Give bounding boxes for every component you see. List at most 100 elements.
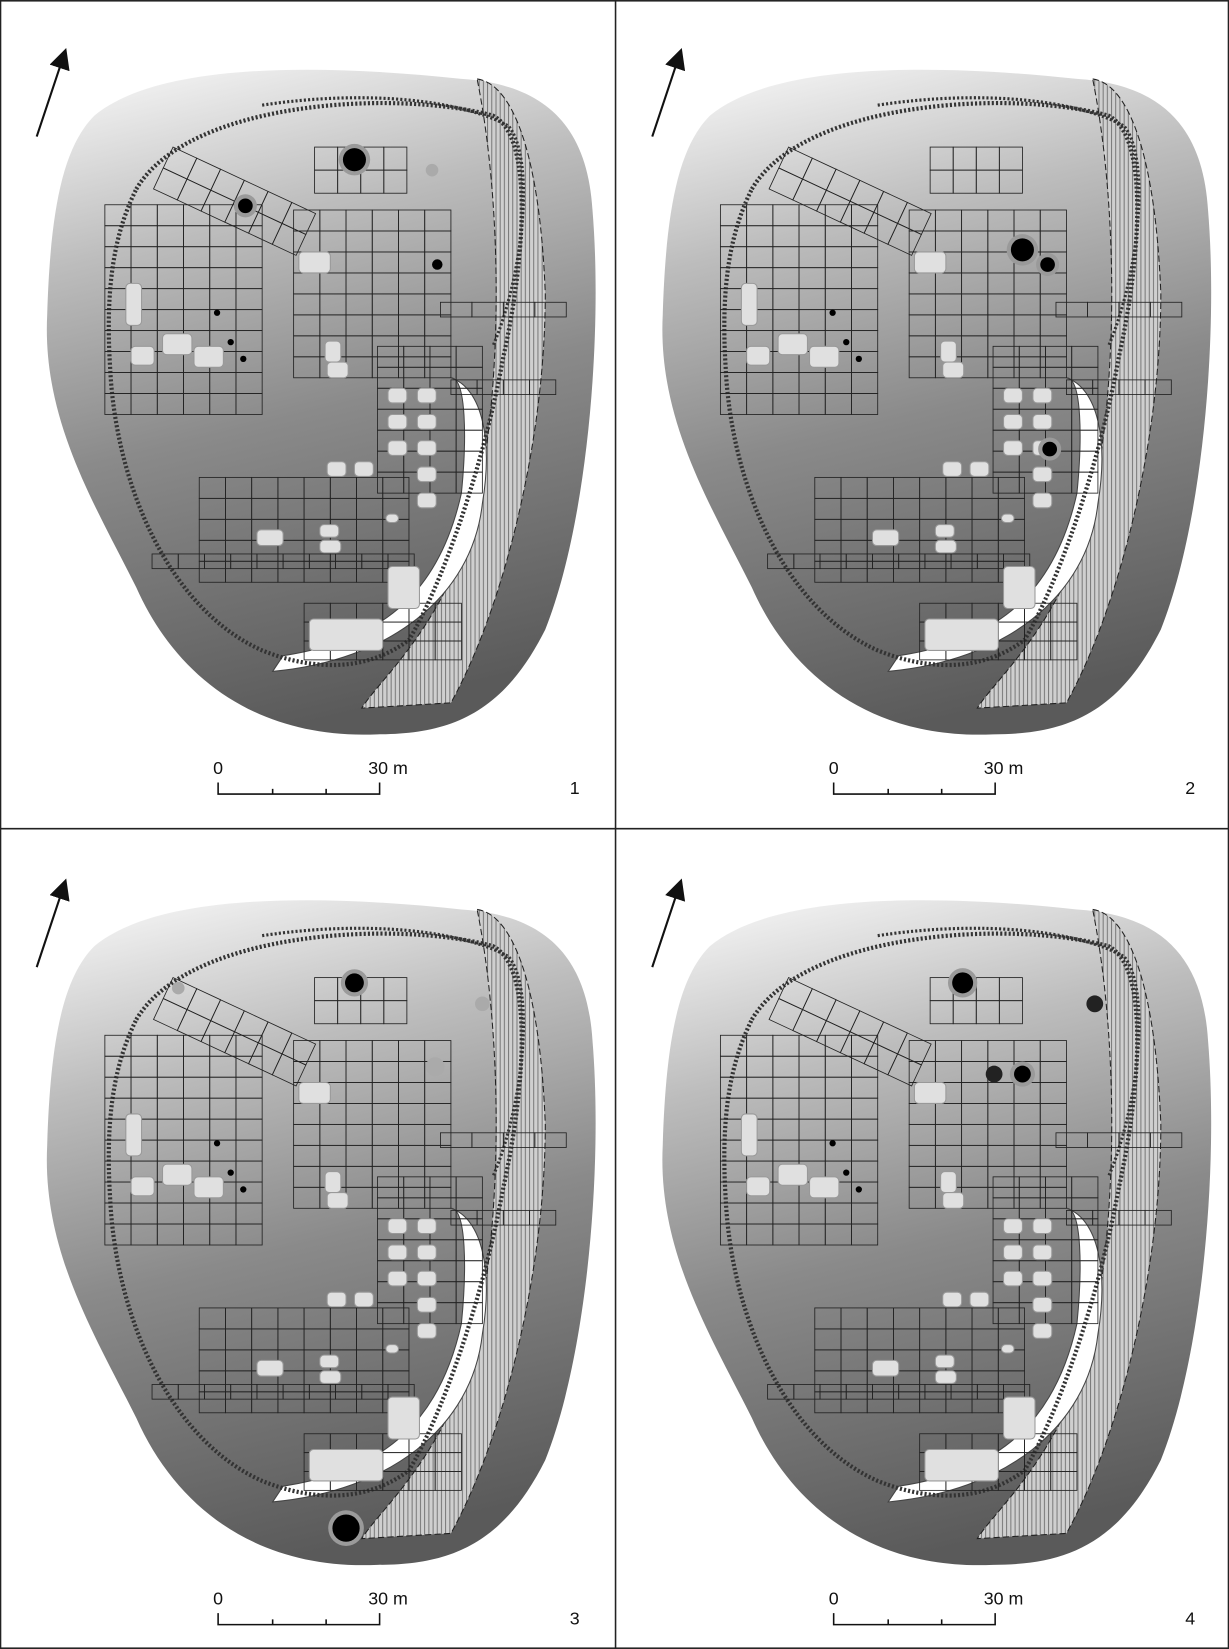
panel-label: 4 (1185, 1609, 1195, 1629)
building (935, 1355, 954, 1368)
building (417, 388, 436, 403)
building (320, 525, 339, 538)
building (417, 414, 436, 429)
building (1033, 493, 1052, 508)
find (214, 1140, 220, 1146)
building (388, 441, 407, 456)
building (325, 1172, 341, 1193)
building (914, 1082, 945, 1103)
north-arrow (652, 58, 678, 137)
building (417, 1271, 436, 1286)
scale-end: 30 m (368, 758, 408, 778)
find (829, 310, 835, 316)
building (872, 1360, 898, 1376)
building (320, 1355, 339, 1368)
building (299, 252, 330, 273)
building (1033, 1219, 1052, 1234)
building (1004, 1245, 1023, 1260)
building (810, 346, 839, 367)
building (943, 362, 964, 378)
page: 030 m1030 m2030 m3030 m4 (() => { const … (0, 0, 1229, 1649)
building (747, 1177, 770, 1196)
building (1033, 467, 1052, 482)
building (1033, 414, 1052, 429)
building (1001, 514, 1014, 522)
building (1033, 1245, 1052, 1260)
building (943, 462, 962, 477)
north-arrow (37, 888, 63, 967)
building (1004, 388, 1023, 403)
building (1004, 567, 1035, 609)
building (778, 334, 807, 355)
building (163, 334, 192, 355)
building (327, 462, 346, 477)
building (327, 1193, 348, 1209)
map-panel: 030 m4 (652, 888, 1211, 1628)
find (426, 1057, 445, 1076)
building (417, 1324, 436, 1339)
find (238, 198, 253, 213)
building (131, 1177, 154, 1196)
building (935, 540, 956, 553)
scale-start: 0 (829, 1589, 839, 1609)
find (1040, 257, 1055, 272)
building (914, 252, 945, 273)
find (829, 1140, 835, 1146)
building (194, 1177, 223, 1198)
find (843, 1170, 849, 1176)
building (741, 1114, 757, 1156)
building (388, 1397, 419, 1439)
building (417, 467, 436, 482)
find (432, 259, 442, 269)
building (417, 493, 436, 508)
building (320, 1371, 341, 1384)
panel-label: 3 (570, 1609, 580, 1629)
panel-label: 1 (570, 778, 580, 798)
building (1001, 1345, 1014, 1353)
scale-bar (218, 1613, 379, 1625)
find (172, 982, 185, 995)
building (327, 1292, 346, 1307)
building (386, 514, 399, 522)
map-panel: 030 m2 (652, 58, 1211, 798)
map-panel: 030 m3 (37, 888, 596, 1628)
building (327, 362, 348, 378)
building (417, 1297, 436, 1312)
scale-end: 30 m (984, 758, 1024, 778)
building (1033, 1297, 1052, 1312)
building (1033, 388, 1052, 403)
building (309, 619, 382, 650)
building (163, 1164, 192, 1185)
find (343, 148, 366, 171)
building (131, 346, 154, 365)
find (426, 164, 439, 177)
figure: 030 m1030 m2030 m3030 m4 (0, 0, 1229, 1649)
building (309, 1449, 382, 1480)
building (388, 1219, 407, 1234)
building (935, 525, 954, 538)
map-panel: 0 30 m 1 (37, 58, 596, 798)
find (1086, 995, 1103, 1012)
find (240, 356, 246, 362)
find (1042, 442, 1057, 457)
building (257, 530, 283, 546)
north-arrow (37, 58, 63, 137)
building (257, 1360, 283, 1376)
find (986, 1066, 1003, 1083)
building (386, 1345, 399, 1353)
scale-bar (218, 783, 379, 795)
scale-start: 0 (213, 758, 223, 778)
building (970, 1292, 989, 1307)
building (925, 619, 998, 650)
building (126, 1114, 142, 1156)
building (126, 283, 142, 325)
find (228, 1170, 234, 1176)
building (925, 1449, 998, 1480)
building (1004, 414, 1023, 429)
building (320, 540, 341, 553)
building (1004, 1397, 1035, 1439)
building (741, 283, 757, 325)
scale-bar (834, 783, 995, 795)
scale-bar (834, 1613, 995, 1625)
building (388, 388, 407, 403)
